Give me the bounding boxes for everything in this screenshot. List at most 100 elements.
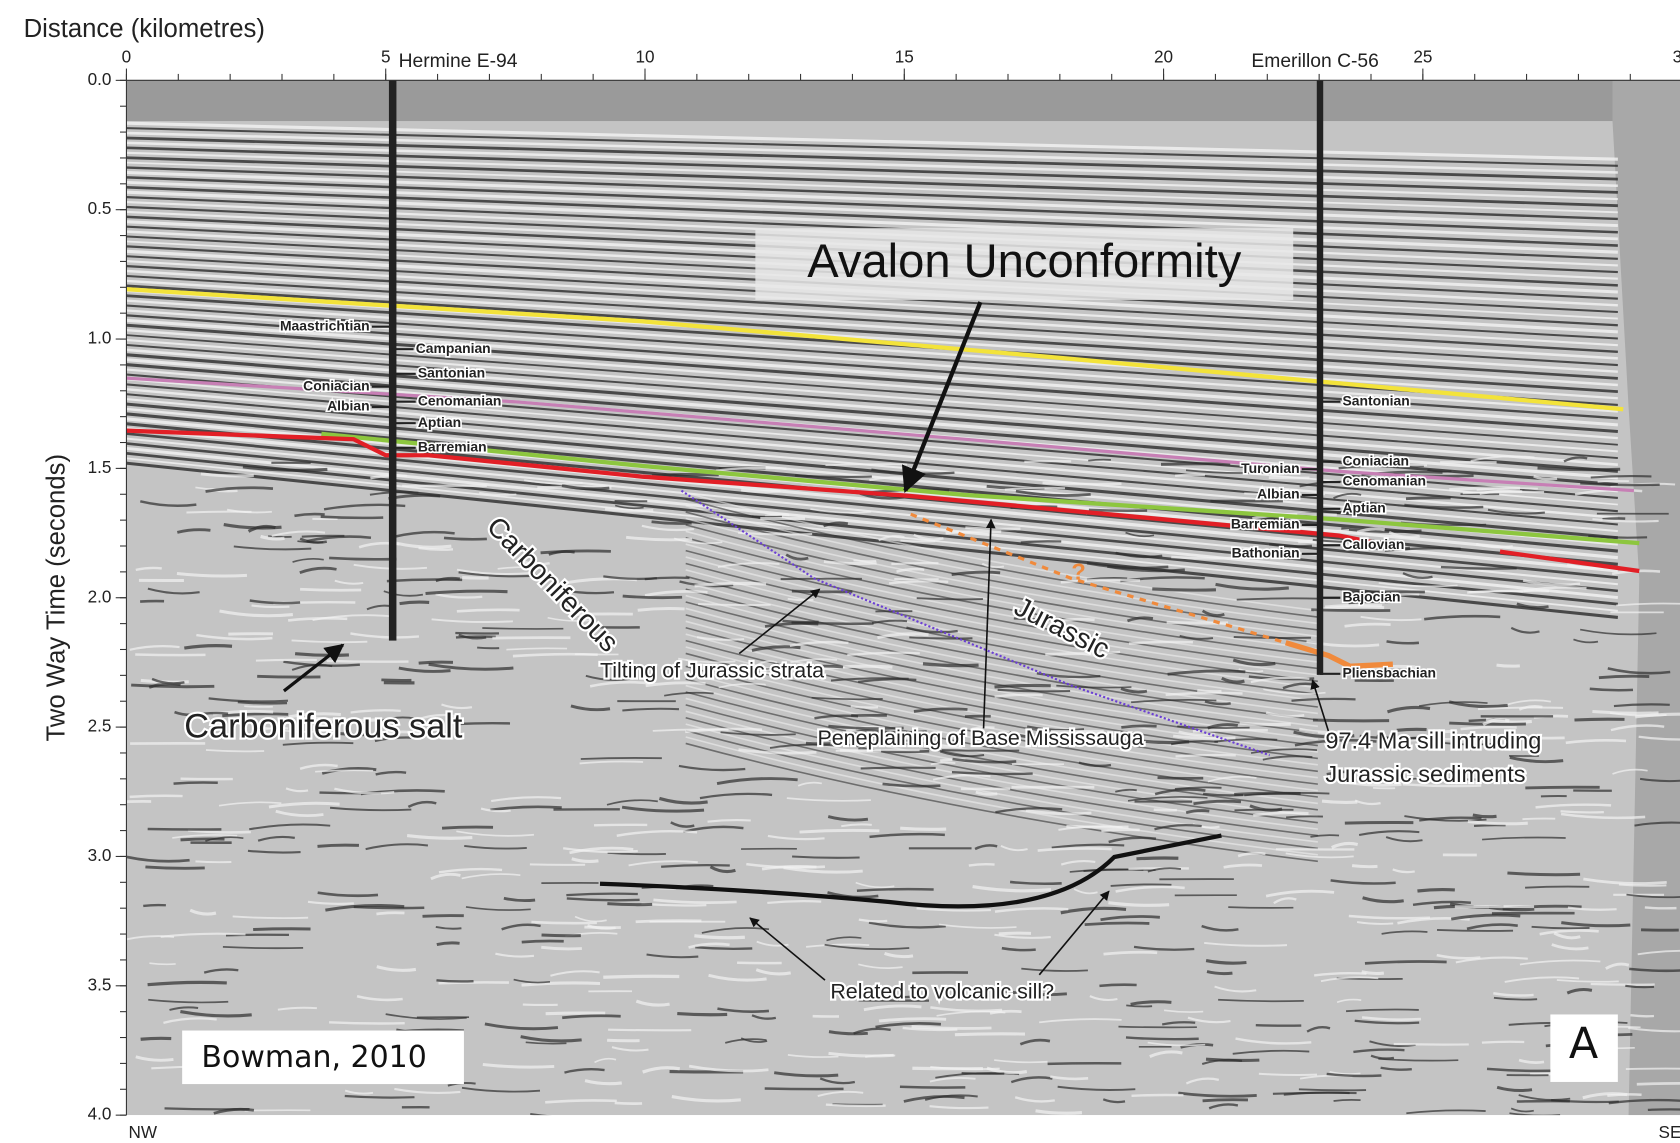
chaotic-reflector <box>1192 728 1268 733</box>
chaotic-reflector <box>1522 817 1556 821</box>
chaotic-reflector <box>787 597 814 602</box>
credit: Bowman, 2010 <box>201 1040 426 1075</box>
reflector <box>685 594 1318 715</box>
chaotic-reflector <box>878 1017 947 1023</box>
chaotic-reflector <box>1629 967 1680 973</box>
chaotic-reflector <box>268 801 340 809</box>
chaotic-reflector <box>1179 634 1214 640</box>
chaotic-reflector <box>1638 735 1680 741</box>
chaotic-reflector <box>1250 748 1318 754</box>
reflector <box>126 318 1618 427</box>
chaotic-reflector <box>569 846 634 855</box>
chaotic-reflector <box>1344 820 1414 825</box>
chaotic-reflector <box>699 792 773 800</box>
chaotic-reflector <box>205 836 244 842</box>
chaotic-reflector <box>1505 699 1552 706</box>
chaotic-reflector <box>1207 723 1239 730</box>
annotation: Avalon Unconformity <box>807 234 1241 287</box>
chaotic-reflector <box>823 560 877 565</box>
chaotic-reflector <box>1364 960 1447 965</box>
chaotic-reflector <box>994 693 1043 698</box>
chaotic-reflector <box>1154 823 1202 831</box>
chaotic-reflector <box>547 616 592 622</box>
chaotic-reflector <box>1598 674 1650 680</box>
chaotic-reflector <box>938 923 1017 929</box>
chaotic-reflector <box>997 688 1071 693</box>
chaotic-reflector <box>903 1095 965 1103</box>
chaotic-reflector <box>1108 836 1157 844</box>
chaotic-reflector <box>540 549 611 555</box>
chaotic-reflector <box>1607 1093 1642 1097</box>
reflector <box>126 388 1618 520</box>
chaotic-reflector <box>180 837 225 842</box>
chaotic-reflector <box>1565 739 1627 745</box>
chaotic-reflector <box>1201 924 1239 932</box>
chaotic-reflector <box>294 512 325 518</box>
chaotic-reflector <box>1475 542 1513 549</box>
formation-pick: Cenomanian <box>418 392 501 408</box>
chaotic-reflector <box>1510 1107 1534 1113</box>
x-tick-label: 25 <box>1413 46 1432 66</box>
chaotic-reflector <box>1449 721 1526 726</box>
reflector <box>685 671 1318 792</box>
chaotic-reflector <box>792 855 860 859</box>
reflector <box>126 131 1618 174</box>
chaotic-reflector <box>1397 916 1470 925</box>
x-tick-label: 15 <box>895 46 914 66</box>
chaotic-reflector <box>1185 1077 1220 1085</box>
chaotic-reflector <box>644 576 690 581</box>
chaotic-reflector <box>1177 725 1250 729</box>
chaotic-reflector <box>1553 931 1581 940</box>
chaotic-reflector <box>678 764 746 772</box>
chaotic-reflector <box>1607 667 1671 675</box>
reflector <box>126 412 1618 553</box>
chaotic-reflector <box>495 952 535 958</box>
chaotic-reflector <box>1136 856 1179 861</box>
chaotic-reflector <box>375 770 407 776</box>
chaotic-reflector <box>678 657 736 664</box>
chaotic-reflector <box>456 830 535 837</box>
chaotic-reflector <box>688 1064 769 1073</box>
chaotic-reflector <box>1385 836 1423 843</box>
reflector <box>685 710 1318 830</box>
chaotic-reflector <box>1088 508 1148 513</box>
chaotic-reflector <box>395 541 452 549</box>
chaotic-reflector <box>1361 1016 1421 1021</box>
chaotic-reflector <box>677 1012 728 1017</box>
chaotic-reflector <box>929 1077 976 1083</box>
chaotic-reflector <box>1636 1082 1680 1086</box>
chaotic-reflector <box>1306 1026 1331 1033</box>
horizon-orange <box>910 512 1287 645</box>
reflector <box>126 363 1618 487</box>
chaotic-reflector <box>242 465 328 472</box>
reflector <box>126 146 1618 194</box>
chaotic-reflector <box>1613 703 1670 708</box>
chaotic-reflector <box>1126 616 1154 623</box>
chaotic-reflector <box>376 965 417 972</box>
chaotic-reflector <box>541 933 581 938</box>
chaotic-reflector <box>512 652 598 658</box>
chaotic-reflector <box>1359 734 1418 740</box>
chaotic-reflector <box>635 999 670 1007</box>
arrow <box>982 518 996 729</box>
chaotic-reflector <box>317 843 360 848</box>
chaotic-reflector <box>930 761 956 766</box>
chaotic-reflector <box>531 920 597 925</box>
chaotic-reflector <box>812 664 893 672</box>
chaotic-reflector <box>1436 953 1481 960</box>
reflector <box>126 323 1618 433</box>
chaotic-reflector <box>1265 889 1335 898</box>
chaotic-reflector <box>954 1032 1026 1037</box>
chaotic-reflector <box>1406 1109 1486 1115</box>
chaotic-reflector <box>1482 718 1510 726</box>
arrow <box>1310 679 1330 732</box>
chaotic-reflector <box>1171 555 1233 560</box>
chaotic-reflector <box>226 508 272 514</box>
chaotic-reflector <box>1396 727 1427 732</box>
chaotic-reflector <box>1125 1036 1199 1041</box>
reflector <box>126 269 1618 360</box>
chaotic-reflector <box>329 556 397 561</box>
chaotic-reflector <box>205 749 265 753</box>
chaotic-reflector <box>480 807 511 813</box>
chaotic-reflector <box>503 896 536 903</box>
